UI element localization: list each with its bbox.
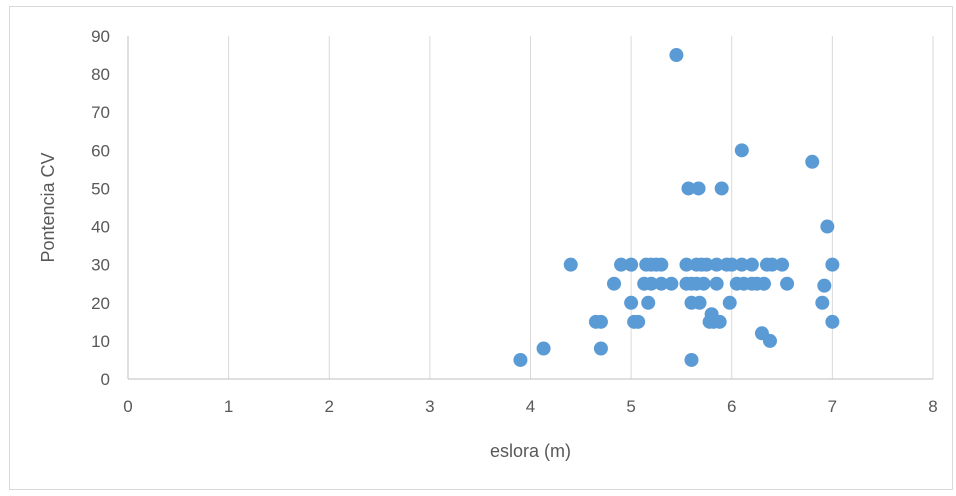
- data-point: [712, 314, 727, 329]
- data-point: [724, 257, 739, 272]
- data-point: [765, 257, 779, 272]
- data-point: [805, 154, 820, 169]
- x-tick-label: 0: [123, 397, 132, 416]
- data-point: [536, 341, 551, 356]
- data-point: [644, 276, 659, 291]
- data-point: [684, 352, 699, 367]
- data-point: [614, 257, 629, 272]
- x-tick-label: 1: [224, 397, 233, 416]
- data-point: [762, 333, 777, 348]
- data-point: [775, 257, 790, 272]
- data-point: [722, 295, 737, 310]
- y-tick-label: 40: [91, 218, 110, 237]
- x-tick-label: 2: [325, 397, 334, 416]
- chart-area: 0 1 2 3 4 5 6 7 8 0 10 20 30 40 50 60 70 80 90 eslora (m) …: [9, 6, 953, 490]
- data-point: [696, 276, 711, 291]
- data-point: [699, 257, 714, 272]
- x-tick-label: 8: [928, 397, 937, 416]
- gridlines: [228, 36, 934, 379]
- data-point: [820, 219, 835, 234]
- data-point: [825, 314, 840, 329]
- data-point: [679, 257, 694, 272]
- y-tick-label: 10: [91, 332, 110, 351]
- y-axis-title: Pontencia CV: [38, 152, 58, 262]
- data-point: [624, 257, 639, 272]
- data-point: [624, 295, 639, 310]
- data-point: [714, 181, 729, 196]
- data-point: [815, 295, 830, 310]
- data-point: [709, 276, 724, 291]
- data-point: [654, 276, 669, 291]
- data-point: [654, 257, 669, 272]
- data-point: [692, 295, 707, 310]
- y-tick-label: 0: [101, 370, 110, 389]
- data-point: [744, 257, 759, 272]
- x-tick-label: 7: [828, 397, 837, 416]
- x-tick-label: 6: [727, 397, 736, 416]
- y-tick-label: 80: [91, 65, 110, 84]
- y-tick-label: 70: [91, 103, 110, 122]
- data-point: [607, 276, 622, 291]
- y-tick-label: 30: [91, 256, 110, 275]
- data-point: [664, 276, 679, 291]
- x-tick-label: 5: [626, 397, 635, 416]
- data-point: [669, 48, 684, 63]
- data-points: [513, 48, 840, 367]
- data-point: [563, 257, 578, 272]
- data-point: [593, 314, 608, 329]
- data-point: [825, 257, 840, 272]
- y-tick-label: 90: [91, 27, 110, 46]
- x-tick-label: 3: [425, 397, 434, 416]
- x-tick-label: 4: [526, 397, 535, 416]
- data-point: [817, 278, 832, 293]
- data-point: [709, 257, 724, 272]
- y-tick-label: 20: [91, 294, 110, 313]
- data-point: [631, 314, 646, 329]
- data-point: [734, 143, 749, 158]
- x-axis-title: eslora (m): [490, 441, 571, 461]
- data-point: [681, 181, 696, 196]
- data-point: [641, 295, 656, 310]
- data-point: [593, 341, 608, 356]
- data-point: [691, 181, 706, 196]
- data-point: [756, 276, 771, 291]
- y-tick-label: 50: [91, 179, 110, 198]
- y-tick-label: 60: [91, 141, 110, 160]
- data-point: [780, 276, 795, 291]
- data-point: [513, 352, 528, 367]
- data-point: [734, 257, 749, 272]
- axes: [127, 36, 933, 380]
